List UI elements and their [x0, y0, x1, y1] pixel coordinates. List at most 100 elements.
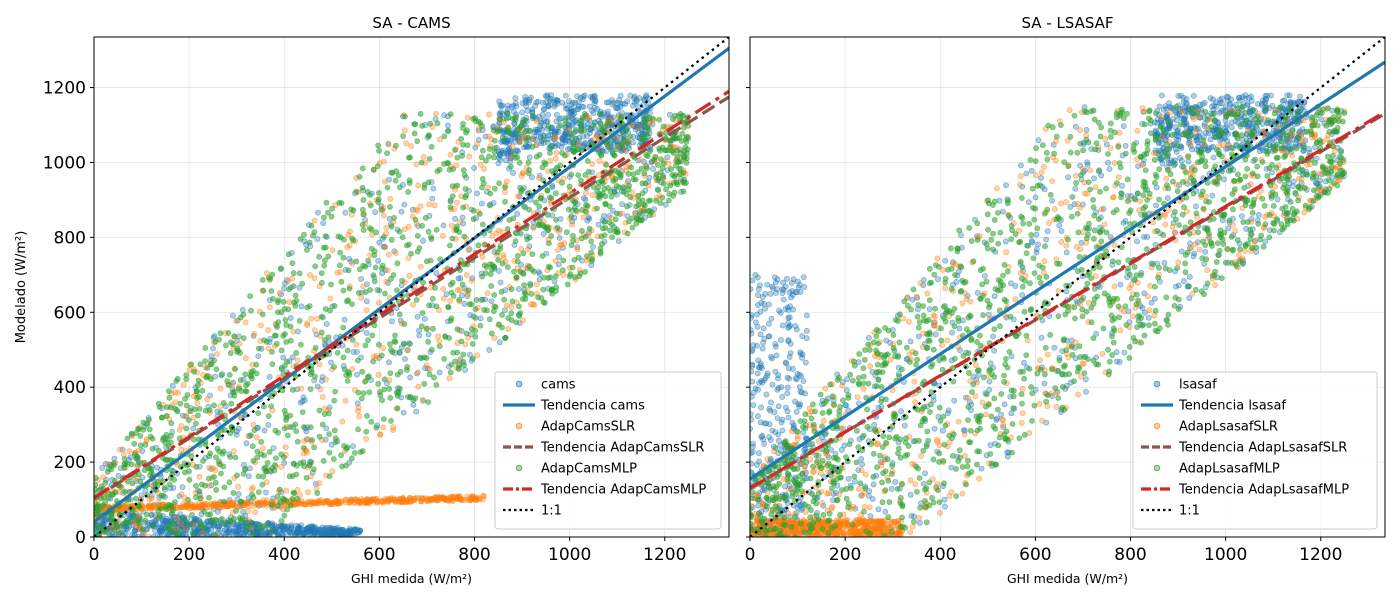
scatter-point [447, 376, 452, 381]
scatter-point [522, 283, 527, 288]
scatter-point [329, 502, 334, 507]
scatter-point [643, 94, 648, 99]
scatter-point [387, 342, 392, 347]
scatter-point [564, 230, 569, 235]
scatter-point [489, 331, 494, 336]
scatter-point [192, 407, 197, 412]
scatter-point [583, 191, 588, 196]
scatter-point [844, 388, 849, 393]
scatter-point [175, 505, 180, 510]
scatter-point [386, 360, 391, 365]
scatter-point [448, 152, 453, 157]
scatter-point [382, 291, 387, 296]
scatter-point [326, 335, 331, 340]
scatter-point [608, 189, 613, 194]
scatter-point [1118, 282, 1123, 287]
scatter-point [315, 236, 320, 241]
scatter-point [510, 299, 515, 304]
scatter-point [218, 471, 223, 476]
scatter-point [521, 251, 526, 256]
scatter-point [431, 375, 436, 380]
scatter-point [489, 299, 494, 304]
scatter-point [1036, 242, 1041, 247]
scatter-point [138, 433, 143, 438]
scatter-point [243, 383, 248, 388]
scatter-point [347, 286, 352, 291]
scatter-point [523, 129, 528, 134]
scatter-point [683, 145, 688, 150]
scatter-point [263, 465, 268, 470]
scatter-point [520, 318, 525, 323]
scatter-point [526, 160, 531, 165]
scatter-point [672, 190, 677, 195]
scatter-point [483, 271, 488, 276]
scatter-point [239, 388, 244, 393]
scatter-point [393, 250, 398, 255]
scatter-point [606, 119, 611, 124]
scatter-point [382, 387, 387, 392]
scatter-point [630, 103, 635, 108]
scatter-point [598, 249, 603, 254]
scatter-point [323, 377, 328, 382]
scatter-point [670, 117, 675, 122]
scatter-point [515, 155, 520, 160]
scatter-point [266, 275, 271, 280]
scatter-point [492, 138, 497, 143]
scatter-point [359, 396, 364, 401]
scatter-point [487, 317, 492, 322]
scatter-point [325, 210, 330, 215]
scatter-point [646, 198, 651, 203]
scatter-point [654, 198, 659, 203]
scatter-point [98, 525, 103, 530]
scatter-point [573, 127, 578, 132]
scatter-point [406, 189, 411, 194]
scatter-point [385, 268, 390, 273]
scatter-point [232, 393, 237, 398]
scatter-point [643, 181, 648, 186]
scatter-point [218, 386, 223, 391]
scatter-point [299, 304, 304, 309]
scatter-point [668, 138, 673, 143]
scatter-point [461, 359, 466, 364]
scatter-point [390, 170, 395, 175]
scatter-point [994, 417, 999, 422]
scatter-point [540, 100, 545, 105]
scatter-point [145, 506, 150, 511]
scatter-point [646, 209, 651, 214]
scatter-point [498, 280, 503, 285]
scatter-point [345, 245, 350, 250]
scatter-point [437, 494, 442, 499]
scatter-point [261, 404, 266, 409]
scatter-point [306, 526, 311, 531]
legend-marker [516, 423, 522, 429]
scatter-point [1024, 171, 1029, 176]
scatter-point [587, 226, 592, 231]
scatter-point [506, 151, 511, 156]
scatter-point [469, 326, 474, 331]
scatter-point [371, 359, 376, 364]
scatter-point [514, 275, 519, 280]
scatter-point [158, 506, 163, 511]
scatter-point [393, 178, 398, 183]
scatter-point [290, 261, 295, 266]
scatter-point [134, 496, 139, 501]
scatter-point [229, 401, 234, 406]
scatter-point [203, 359, 208, 364]
scatter-point [567, 110, 572, 115]
scatter-point [1145, 234, 1150, 239]
scatter-point [298, 532, 303, 537]
scatter-point [367, 390, 372, 395]
scatter-point [589, 258, 594, 263]
scatter-point [363, 379, 368, 384]
scatter-point [932, 426, 937, 431]
scatter-point [364, 299, 369, 304]
scatter-point [236, 529, 241, 534]
scatter-point [384, 279, 389, 284]
scatter-point [225, 379, 230, 384]
scatter-point [186, 497, 191, 502]
scatter-point [545, 188, 550, 193]
scatter-point [884, 338, 889, 343]
scatter-point [1239, 214, 1244, 219]
scatter-point [376, 143, 381, 148]
scatter-point [564, 121, 569, 126]
